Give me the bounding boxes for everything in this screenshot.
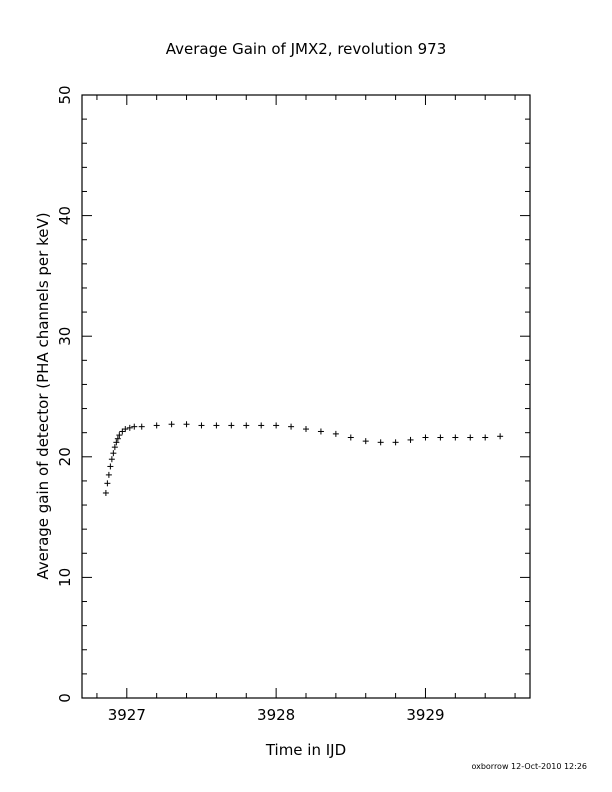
chart-title: Average Gain of JMX2, revolution 973 [166, 40, 447, 58]
data-point [113, 439, 120, 446]
data-point [198, 422, 205, 429]
data-point [116, 432, 123, 439]
data-point [138, 423, 145, 430]
data-point [114, 435, 121, 442]
data-point [183, 421, 190, 428]
data-point [392, 439, 399, 446]
data-point [467, 434, 474, 441]
data-point [105, 471, 112, 478]
data-point [228, 422, 235, 429]
data-point [288, 423, 295, 430]
x-tick-label: 3927 [108, 706, 146, 724]
data-point [243, 422, 250, 429]
x-tick-label: 3929 [406, 706, 444, 724]
data-point [258, 422, 265, 429]
data-point [131, 423, 138, 430]
data-point [122, 426, 129, 433]
data-point [482, 434, 489, 441]
data-point [407, 436, 414, 443]
y-tick-label: 10 [56, 568, 74, 587]
plot-frame [81, 94, 531, 699]
data-point [437, 434, 444, 441]
data-point [153, 422, 160, 429]
data-point [102, 489, 109, 496]
data-point [104, 480, 111, 487]
footer-credit: oxborrow 12-Oct-2010 12:26 [471, 762, 587, 771]
data-point [168, 421, 175, 428]
data-series [102, 421, 504, 496]
data-point [377, 439, 384, 446]
data-point [111, 444, 118, 451]
data-point [107, 463, 114, 470]
data-point [126, 424, 133, 431]
y-tick-label: 0 [56, 693, 74, 703]
y-axis-ticks: 0 10 20 30 40 50 [56, 85, 530, 703]
y-tick-label: 40 [56, 206, 74, 225]
data-point [213, 422, 220, 429]
data-point [422, 434, 429, 441]
y-tick-label: 20 [56, 447, 74, 466]
data-point [303, 426, 309, 433]
y-tick-label: 50 [56, 85, 74, 104]
data-point [347, 434, 354, 441]
x-axis-ticks: 3927 3928 3929 [96, 95, 516, 724]
data-point [110, 450, 117, 457]
data-point [362, 438, 369, 445]
data-point [332, 430, 339, 437]
data-point [452, 434, 459, 441]
y-axis-label: Average gain of detector (PHA channels p… [34, 212, 52, 579]
data-point [108, 456, 115, 463]
data-point [497, 433, 504, 440]
x-tick-label: 3928 [257, 706, 295, 724]
y-tick-label: 30 [56, 327, 74, 346]
data-point [317, 428, 324, 435]
data-point [273, 422, 280, 429]
x-axis-label: Time in IJD [265, 741, 346, 759]
